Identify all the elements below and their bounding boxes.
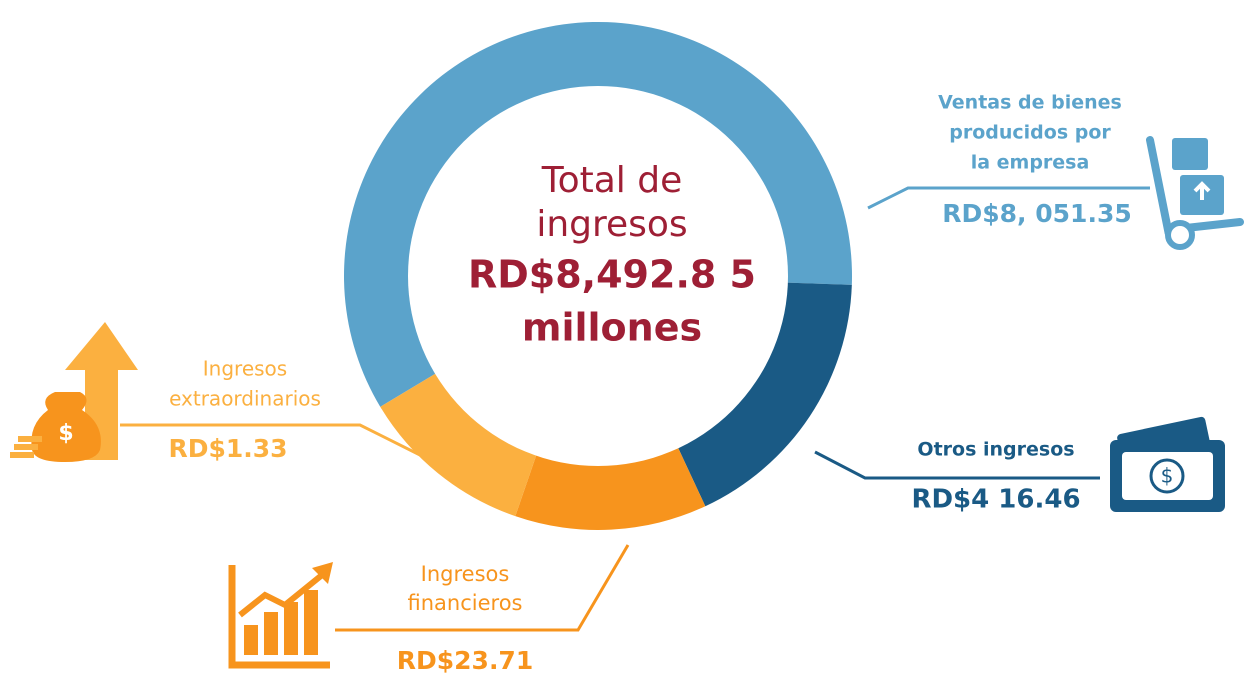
item-label: financieros xyxy=(408,591,523,615)
bag-symbol: $ xyxy=(58,421,73,446)
item-label: la empresa xyxy=(971,152,1090,174)
item-value: RD$1.33 xyxy=(168,434,287,463)
item-label: extraordinarios xyxy=(169,387,321,411)
moneybag-icon: $ xyxy=(10,322,138,462)
center-value: RD$8,492.8 5 xyxy=(468,253,756,297)
center-value: millones xyxy=(522,306,702,350)
cash-symbol: $ xyxy=(1161,464,1174,488)
item-label: Otros ingresos xyxy=(917,439,1074,461)
center-title: ingresos xyxy=(536,204,687,245)
item-value: RD$23.71 xyxy=(397,646,533,673)
dolly-icon xyxy=(1146,136,1244,250)
item-label: producidos por xyxy=(949,122,1111,144)
item-label: Ingresos xyxy=(421,562,510,586)
item-label: Ingresos xyxy=(203,357,287,381)
growth-icon xyxy=(228,562,333,669)
item-label: Ventas de bienes xyxy=(938,92,1122,114)
leader-line xyxy=(814,450,1100,480)
item-value: RD$8, 051.35 xyxy=(942,199,1131,228)
leader-line xyxy=(867,186,1150,210)
leader-line xyxy=(120,423,421,457)
center-title: Total de xyxy=(541,160,683,201)
leader-line xyxy=(335,544,630,632)
donut-hole xyxy=(408,86,788,466)
item-value: RD$4 16.46 xyxy=(911,485,1080,515)
cash-icon: $ xyxy=(1110,416,1225,512)
